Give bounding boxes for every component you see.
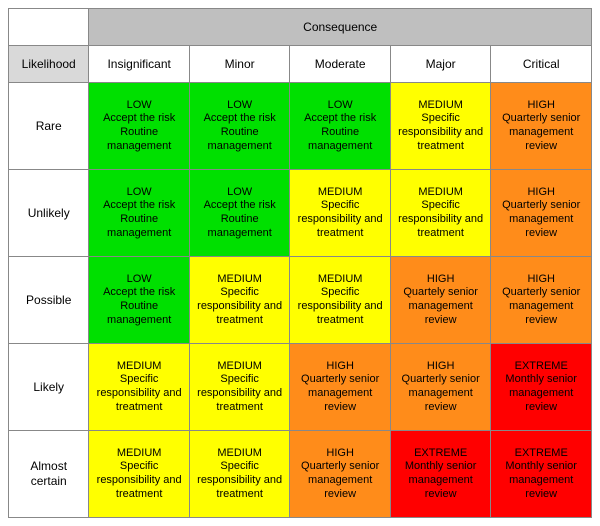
risk-level-desc: Accept the risk Routine management [93,112,185,153]
consequence-group-header: Consequence [89,9,592,46]
risk-level-label: MEDIUM [194,273,286,287]
matrix-row: Almost certainMEDIUMSpecific responsibil… [9,431,592,518]
risk-matrix-table: Consequence Likelihood InsignificantMino… [8,8,592,518]
risk-cell: EXTREMEMonthly senior management review [390,431,491,518]
column-header: Moderate [290,46,391,83]
risk-level-label: MEDIUM [294,273,386,287]
risk-cell: HIGHQuarterly senior management review [290,344,391,431]
risk-level-desc: Monthly senior management review [495,460,587,501]
row-header: Almost certain [9,431,89,518]
row-header: Rare [9,83,89,170]
risk-level-desc: Specific responsibility and treatment [194,286,286,327]
risk-level-desc: Specific responsibility and treatment [93,373,185,414]
risk-level-desc: Specific responsibility and treatment [93,460,185,501]
matrix-row: LikelyMEDIUMSpecific responsibility and … [9,344,592,431]
risk-level-desc: Accept the risk Routine management [294,112,386,153]
risk-cell: MEDIUMSpecific responsibility and treatm… [89,344,190,431]
risk-level-desc: Specific responsibility and treatment [294,286,386,327]
risk-level-desc: Quarterly senior management review [495,199,587,240]
risk-level-label: HIGH [294,447,386,461]
risk-cell: EXTREMEMonthly senior management review [491,344,592,431]
likelihood-header: Likelihood [9,46,89,83]
matrix-row: UnlikelyLOWAccept the risk Routine manag… [9,170,592,257]
risk-cell: HIGHQuarterly senior management review [491,83,592,170]
row-header: Unlikely [9,170,89,257]
risk-cell: MEDIUMSpecific responsibility and treatm… [189,257,290,344]
risk-cell: LOWAccept the risk Routine management [89,257,190,344]
risk-level-desc: Accept the risk Routine management [93,286,185,327]
risk-level-label: LOW [294,99,386,113]
risk-level-label: HIGH [395,273,487,287]
column-header: Insignificant [89,46,190,83]
risk-level-desc: Specific responsibility and treatment [294,199,386,240]
risk-cell: LOWAccept the risk Routine management [189,170,290,257]
risk-cell: MEDIUMSpecific responsibility and treatm… [290,257,391,344]
risk-level-desc: Accept the risk Routine management [194,199,286,240]
risk-level-label: MEDIUM [194,447,286,461]
risk-cell: MEDIUMSpecific responsibility and treatm… [189,431,290,518]
risk-level-label: MEDIUM [395,99,487,113]
risk-cell: LOWAccept the risk Routine management [290,83,391,170]
risk-level-desc: Specific responsibility and treatment [194,373,286,414]
risk-cell: MEDIUMSpecific responsibility and treatm… [390,83,491,170]
risk-level-label: MEDIUM [93,447,185,461]
risk-level-desc: Quarterly senior management review [294,373,386,414]
risk-level-label: MEDIUM [93,360,185,374]
risk-cell: EXTREMEMonthly senior management review [491,431,592,518]
column-header: Critical [491,46,592,83]
risk-cell: HIGHQuarterly senior management review [491,170,592,257]
risk-level-desc: Quarterly senior management review [495,286,587,327]
corner-cell [9,9,89,46]
risk-level-label: HIGH [495,273,587,287]
risk-level-label: EXTREME [395,447,487,461]
risk-cell: HIGHQuarterly senior management review [290,431,391,518]
risk-level-label: MEDIUM [294,186,386,200]
risk-level-label: MEDIUM [194,360,286,374]
risk-cell: LOWAccept the risk Routine management [89,83,190,170]
risk-level-label: LOW [93,186,185,200]
risk-level-desc: Monthly senior management review [395,460,487,501]
row-header: Possible [9,257,89,344]
risk-cell: LOWAccept the risk Routine management [89,170,190,257]
column-header: Major [390,46,491,83]
risk-level-label: LOW [194,99,286,113]
risk-level-label: LOW [194,186,286,200]
risk-level-label: LOW [93,273,185,287]
risk-level-label: EXTREME [495,447,587,461]
risk-cell: HIGHQuartely senior management review [390,257,491,344]
risk-level-label: HIGH [495,99,587,113]
risk-level-label: EXTREME [495,360,587,374]
risk-cell: HIGHQuarterly senior management review [491,257,592,344]
matrix-row: PossibleLOWAccept the risk Routine manag… [9,257,592,344]
risk-cell: MEDIUMSpecific responsibility and treatm… [390,170,491,257]
risk-level-label: HIGH [495,186,587,200]
risk-level-desc: Accept the risk Routine management [194,112,286,153]
risk-cell: MEDIUMSpecific responsibility and treatm… [290,170,391,257]
risk-level-desc: Specific responsibility and treatment [194,460,286,501]
risk-level-desc: Specific responsibility and treatment [395,112,487,153]
risk-level-label: HIGH [395,360,487,374]
risk-level-desc: Quarterly senior management review [495,112,587,153]
risk-level-label: LOW [93,99,185,113]
risk-level-desc: Quarterly senior management review [294,460,386,501]
row-header: Likely [9,344,89,431]
risk-level-desc: Quarterly senior management review [395,373,487,414]
risk-level-desc: Specific responsibility and treatment [395,199,487,240]
risk-level-desc: Accept the risk Routine management [93,199,185,240]
risk-cell: MEDIUMSpecific responsibility and treatm… [89,431,190,518]
matrix-row: RareLOWAccept the risk Routine managemen… [9,83,592,170]
risk-cell: LOWAccept the risk Routine management [189,83,290,170]
risk-level-desc: Quartely senior management review [395,286,487,327]
risk-cell: HIGHQuarterly senior management review [390,344,491,431]
risk-level-label: MEDIUM [395,186,487,200]
risk-level-desc: Monthly senior management review [495,373,587,414]
risk-cell: MEDIUMSpecific responsibility and treatm… [189,344,290,431]
risk-level-label: HIGH [294,360,386,374]
column-header: Minor [189,46,290,83]
